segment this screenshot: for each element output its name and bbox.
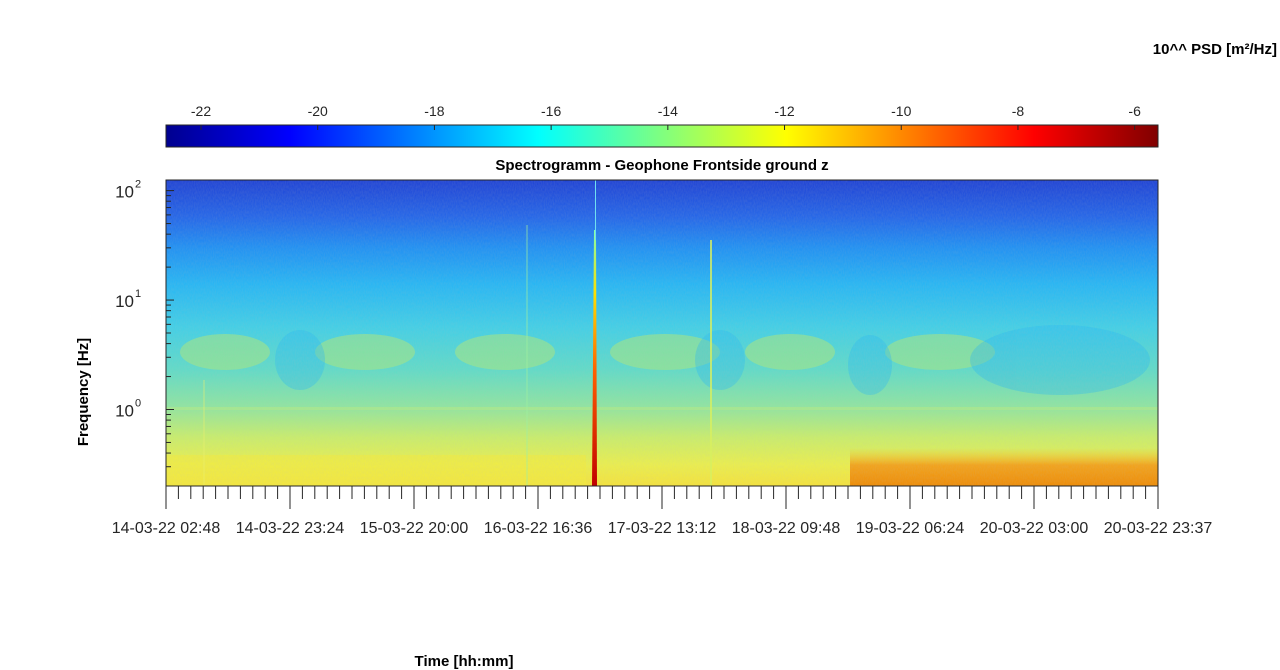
colorbar-label: 10^^ PSD [m²/Hz] bbox=[1153, 41, 1277, 58]
x-tick-label: 20-03-22 23:37 bbox=[1104, 520, 1213, 537]
colorbar-ticks: -22 -20 -18 -16 -14 -12 -10 -8 -6 bbox=[191, 103, 1141, 130]
x-tick-label: 16-03-22 16:36 bbox=[484, 520, 593, 537]
colorbar-tick-label: -10 bbox=[891, 103, 911, 119]
y-tick-label: 10 bbox=[115, 402, 134, 421]
colorbar-tick-label: -16 bbox=[541, 103, 561, 119]
y-axis-label: Frequency [Hz] bbox=[75, 338, 92, 446]
y-tick-exponent: 2 bbox=[135, 179, 141, 191]
colorbar-tick-label: -6 bbox=[1128, 103, 1141, 119]
colorbar-gradient bbox=[165, 124, 1159, 148]
colorbar-tick-label: -20 bbox=[308, 103, 328, 119]
x-tick-label: 14-03-22 23:24 bbox=[236, 520, 345, 537]
colorbar-tick-label: -14 bbox=[658, 103, 678, 119]
chart-title: Spectrogramm - Geophone Frontside ground… bbox=[495, 157, 828, 174]
y-tick-exponent: 1 bbox=[135, 288, 141, 300]
x-axis-label: Time [hh:mm] bbox=[415, 653, 514, 670]
x-tick-label: 19-03-22 06:24 bbox=[856, 520, 965, 537]
colorbar: -22 -20 -18 -16 -14 -12 -10 -8 -6 bbox=[165, 103, 1159, 148]
y-tick-label: 10 bbox=[115, 292, 134, 311]
colorbar-tick-label: -18 bbox=[424, 103, 444, 119]
x-tick-label: 17-03-22 13:12 bbox=[608, 520, 717, 537]
x-tick-label: 14-03-22 02:48 bbox=[112, 520, 221, 537]
y-tick-exponent: 0 bbox=[135, 398, 141, 410]
colorbar-tick-label: -12 bbox=[774, 103, 794, 119]
x-tick-label: 15-03-22 20:00 bbox=[360, 520, 469, 537]
colorbar-tick-label: -22 bbox=[191, 103, 211, 119]
spectrogram-image bbox=[166, 180, 1158, 486]
x-axis: 14-03-22 02:48 14-03-22 23:24 15-03-22 20:… bbox=[112, 486, 1213, 537]
x-tick-label: 18-03-22 09:48 bbox=[732, 520, 841, 537]
colorbar-tick-label: -8 bbox=[1012, 103, 1025, 119]
y-tick-label: 10 bbox=[115, 183, 134, 202]
x-tick-label: 20-03-22 03:00 bbox=[980, 520, 1089, 537]
